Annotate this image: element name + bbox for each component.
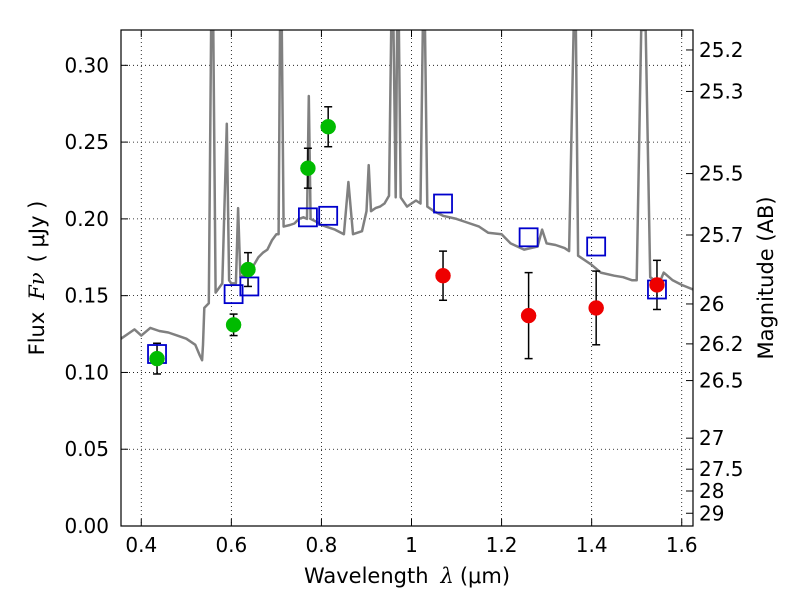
right-tick-label: 26.5 xyxy=(699,369,744,393)
model-photometry-square xyxy=(239,276,260,297)
y-tick-label: 0.10 xyxy=(64,360,109,384)
right-tick-label: 25.7 xyxy=(699,223,744,247)
model-photometry-square xyxy=(518,227,539,248)
plot-area xyxy=(121,30,693,375)
photometry-point xyxy=(520,307,537,324)
plot-frame xyxy=(120,29,694,527)
photometry-point xyxy=(149,350,165,367)
photometry-point xyxy=(649,277,665,293)
x-tick-label: 1.4 xyxy=(576,533,608,557)
photometry-point xyxy=(225,317,242,333)
y-axis-right-title: Magnitude (AB) xyxy=(754,196,778,359)
x-axis-title: Wavelength λ (μm) xyxy=(304,564,510,588)
model-photometry-square xyxy=(223,284,244,305)
photometry-point xyxy=(240,261,256,278)
model-photometry-square xyxy=(318,205,339,226)
y-tick-label: 0.15 xyxy=(64,284,109,308)
photometry-point xyxy=(435,267,451,284)
model-photometry-square xyxy=(586,236,607,257)
x-tick-label: 0.8 xyxy=(306,533,338,557)
y-tick-label: 0.05 xyxy=(64,437,109,461)
x-tick-label: 1.2 xyxy=(486,533,518,557)
y-axis-title: FluxFν( μJy ) xyxy=(25,201,49,356)
right-tick-label: 25.2 xyxy=(699,38,744,62)
y-tick-label: 0.20 xyxy=(64,207,109,231)
right-tick-label: 28 xyxy=(699,479,724,503)
right-tick-label: 25.5 xyxy=(699,162,744,186)
y-tick-label: 0.00 xyxy=(64,514,109,538)
right-tick-label: 25.3 xyxy=(699,79,744,103)
sed-model-curve xyxy=(121,30,693,362)
x-tick-label: 1 xyxy=(405,533,418,557)
y-tick-label: 0.25 xyxy=(64,130,109,154)
right-tick-label: 27.5 xyxy=(699,457,744,481)
sed-model-line xyxy=(121,30,693,362)
x-tick-label: 0.4 xyxy=(125,533,157,557)
photometry-point xyxy=(300,160,316,176)
photometry-point xyxy=(588,300,604,316)
right-tick-label: 29 xyxy=(699,501,724,525)
right-tick-label: 26.2 xyxy=(699,332,744,356)
x-tick-label: 1.6 xyxy=(666,533,698,557)
observed-photometry-markers xyxy=(149,118,665,367)
y-axis-left: 0.00 0.05 0.10 0.15 0.20 0.25 0.30 xyxy=(64,53,128,538)
model-photometry-square xyxy=(433,193,453,214)
y-tick-label: 0.30 xyxy=(64,53,109,77)
x-axis: 0.4 0.6 0.8 1 1.2 1.4 1.6 xyxy=(125,30,698,557)
right-tick-label: 26 xyxy=(699,292,724,316)
x-tick-label: 0.6 xyxy=(215,533,247,557)
right-tick-label: 27 xyxy=(699,426,724,450)
model-photometry-square xyxy=(298,207,318,228)
photometry-point xyxy=(320,118,336,135)
model-photometry-markers xyxy=(147,193,667,364)
